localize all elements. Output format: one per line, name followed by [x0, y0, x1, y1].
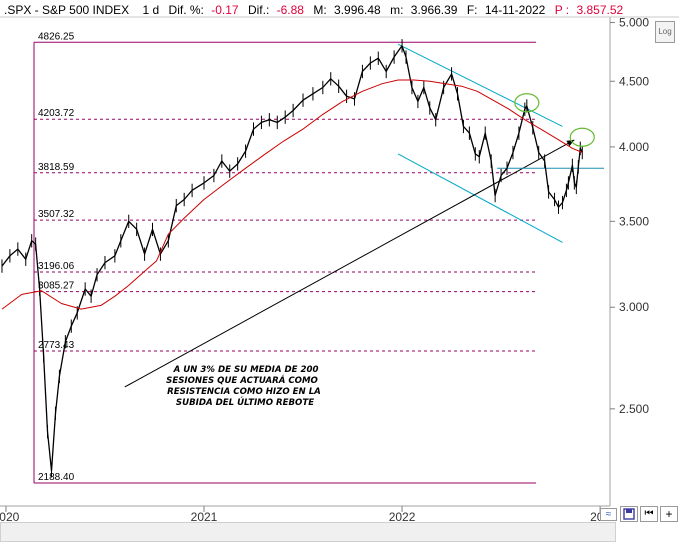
level-label: 2188.40 [38, 472, 75, 483]
level-label: 3818.59 [38, 162, 75, 173]
save-button[interactable] [620, 506, 638, 522]
y-axis-ticks: 5.000 4.500 4.000 3.500 3.000 2.500 [610, 16, 649, 416]
y-tick-label: 4.500 [619, 74, 649, 88]
ma200-line [1, 79, 583, 310]
y-tick-label: 5.000 [619, 16, 649, 30]
horizontal-scrollbar[interactable] [0, 522, 616, 542]
x-tick-label: 2021 [191, 510, 218, 524]
price-series [1, 39, 583, 478]
dif-pct-value: -0.17 [211, 3, 239, 17]
dif-label: Dif.: [248, 3, 269, 17]
period: 1 d [143, 3, 160, 17]
double-chevron-icon: ≈ [605, 509, 612, 520]
annotation-note: A UN 3% DE SU MEDIA DE 200 SESIONES QUE … [166, 365, 321, 408]
annotation-line-3: RESISTENCIA COMO HIZO EN LA [167, 387, 321, 397]
x-tick-label: 2022 [389, 510, 416, 524]
fibonacci-levels: 4826.25 4203.72 3818.59 3507.32 3196.06 3085.… [33, 31, 536, 484]
symbol-name: .SPX - S&P 500 INDEX [4, 3, 129, 17]
min-label: m: [390, 3, 403, 17]
level-label: 3196.06 [38, 261, 75, 272]
log-button-label: Log [658, 27, 672, 36]
svg-text:.SPX - S&P 500 INDEX 1: .SPX - S&P 500 INDEX 1 d Dif. %: -0.17 D… [4, 3, 624, 17]
level-label: 3507.32 [38, 209, 75, 220]
price-value: 3.857.52 [577, 3, 624, 17]
scroll-toggle-button[interactable]: ≈ [600, 508, 617, 521]
save-icon [623, 508, 635, 520]
trendline-channel-upper [397, 43, 563, 127]
max-value: 3.996.48 [334, 3, 381, 17]
header-bar: .SPX - S&P 500 INDEX 1 d Dif. %: -0.17 D… [4, 3, 624, 17]
level-label: 4826.25 [38, 31, 75, 42]
y-tick-label: 2.500 [619, 402, 649, 416]
trendline-channel-lower [397, 153, 563, 243]
level-label: 2773.43 [38, 340, 75, 351]
add-chart-button[interactable]: + [660, 506, 678, 522]
max-label: M: [313, 3, 326, 17]
min-value: 3.966.39 [411, 3, 458, 17]
highlight-circle [569, 127, 595, 147]
y-tick-label: 3.000 [619, 300, 649, 314]
annotation-line-2: SESIONES QUE ACTUARÁ COMO [166, 374, 318, 386]
dif-value: -6.88 [277, 3, 305, 17]
date-label: F: [467, 3, 478, 17]
y-tick-label: 4.000 [619, 140, 649, 154]
highlight-circles [514, 93, 595, 147]
y-tick-label: 3.500 [619, 214, 649, 228]
level-label: 3085.27 [38, 281, 75, 292]
level-label: 4203.72 [38, 108, 75, 119]
plus-icon: + [665, 507, 673, 521]
step-back-icon: ⏮ [644, 508, 654, 519]
log-scale-button[interactable]: Log [655, 21, 675, 43]
highlight-circle [514, 93, 540, 113]
navigate-back-button[interactable]: ⏮ [640, 506, 658, 522]
dif-pct-label: Dif. %: [169, 3, 204, 17]
annotation-line-4: SUBIDA DEL ÚLTIMO REBOTE [176, 396, 314, 408]
annotation-line-1: A UN 3% DE SU MEDIA DE 200 [173, 365, 319, 375]
date-value: 14-11-2022 [485, 3, 546, 17]
price-label: P : [555, 3, 569, 17]
